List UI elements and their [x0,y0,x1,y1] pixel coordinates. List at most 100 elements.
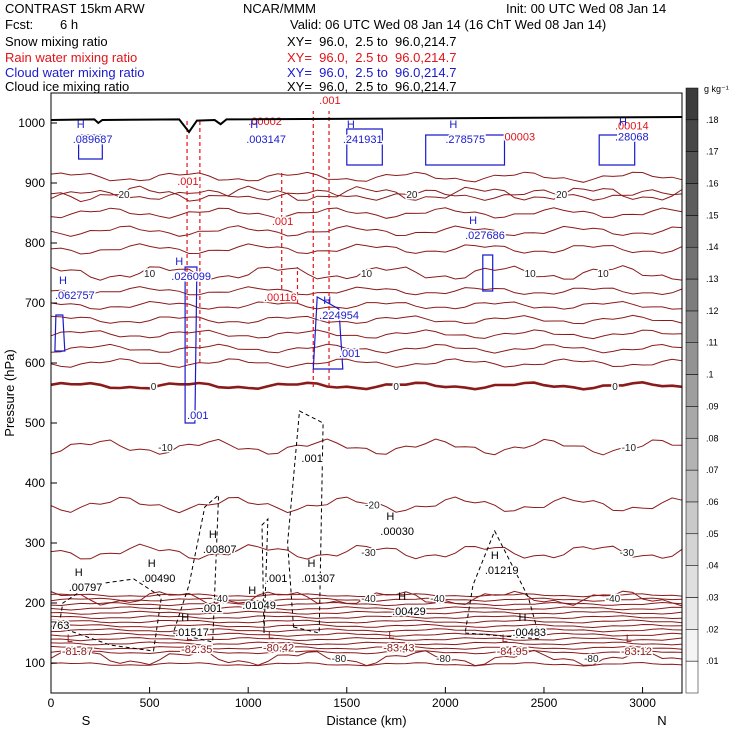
colorbar-tick-label-5: .06 [706,497,719,507]
field-xy-cloud-water: XY= 96.0, 2.5 to 96.0,214.7 [287,65,457,80]
colorbar-segment-9 [685,374,699,407]
colorbar-segment-2 [685,597,699,630]
colorbar-tick-label-1: .02 [706,624,719,634]
colorbar-segment-5 [685,501,699,534]
isotherm-strat-12 [50,597,683,602]
low-label-3: -83.43 [383,643,414,655]
cloud-max-marker-10: H [619,116,627,128]
ice-label-5: .00807 [203,544,237,556]
y-axis: 100 200 300 400 500 600 700 800 900 1000 Pressure … [2,116,57,670]
field-name-snow: Snow mixing ratio [5,34,108,49]
isotherm-label-0-1: 0 [393,382,399,393]
colorbar-segment-6 [685,469,699,503]
field-xy-rain: XY= 96.0, 2.5 to 96.0,214.7 [287,50,457,65]
ice-max-marker-10: H [491,550,499,562]
isotherm-0 [50,380,683,391]
isotherm-strat-3 [50,637,683,642]
ice-label-9: .00483 [512,627,546,639]
x-axis-title: Distance (km) [326,713,406,728]
cloud-ice-contour-layer [58,410,541,652]
y-tick-label-3: 400 [25,476,45,490]
colorbar-tick-label-11: .12 [706,306,719,316]
init-time: Init: 00 UTC Wed 08 Jan 14 [506,1,667,16]
isotherm-label-10-1: 10 [361,269,373,280]
isotherm-label--40-0: -40 [213,594,228,605]
ice-max-marker-5: H [209,529,217,541]
low-label-2: -80.42 [263,643,294,655]
low-marker-2: L [268,630,274,642]
cloud-max-marker-3: H [59,275,67,287]
ice-max-marker-3: H [75,567,83,579]
contour-label-layer: -80 -80 -80 -40 -40 -40 -40 -30 -30 -20 -10 -10 0 0 0 1… [50,93,654,666]
isotherm-label--80-1: -80 [436,654,451,665]
x-tick-label-1: 500 [140,696,160,710]
model-title: CONTRAST 15km ARW [5,1,145,16]
cloud-water-label-9: .278575 [445,134,485,146]
isotherm-label-10-3: 10 [598,269,610,280]
isotherm-strat-1 [50,645,683,650]
cloud-max-marker-9: H [449,119,457,131]
y-tick-label-9: 1000 [18,116,45,130]
y-axis-title: Pressure (hPa) [2,349,17,436]
terrain-line [50,116,683,134]
cloud-water-contour-7 [598,134,636,166]
rain-contour-layer [186,111,330,387]
colorbar-segment-16 [685,151,699,184]
y-tick-label-7: 800 [25,236,45,250]
x-end-label-south: S [82,713,91,728]
isotherm-mid-5 [50,286,683,296]
isotherm-strat-8 [50,615,683,620]
cloud-water-contour-layer [54,128,636,424]
y-tick-label-1: 200 [25,596,45,610]
cloud-water-contour-1 [312,296,344,370]
ice-label-12: .001 [301,453,322,465]
colorbar-tick-label-3: .04 [706,561,719,571]
isotherm-low-1 [50,225,683,237]
cloud-water-contour-0 [184,266,198,424]
isotherm-strat-9 [50,610,683,615]
ice-label-2: .01049 [242,600,276,612]
isotherm-low-2 [50,207,683,219]
isotherm--20 [50,496,683,514]
cloud-water-label-0: .001 [187,410,208,422]
cloud-water-label-4: .026099 [171,271,211,283]
cloud-max-marker-5: H [469,215,477,227]
isotherm-low-4 [50,171,683,183]
isotherm-label--30-0: -30 [361,548,376,559]
rain-label-6: .001 [319,95,340,107]
ice-label-11: .00030 [380,526,414,538]
ice-max-marker-0: H [181,612,189,624]
low-label-0: -81.87 [62,646,93,658]
isotherm-strat-7 [50,619,683,624]
colorbar-tick-label-12: .13 [706,274,719,284]
isotherm-strat-4 [50,632,683,637]
colorbar-tick-label-7: .08 [706,433,719,443]
ice-max-marker-2: H [248,585,256,597]
low-label-5: -83.12 [621,646,652,658]
colorbar-segment-10 [685,342,699,375]
isotherm-label-20-2: 20 [556,190,568,201]
ice-contour-1 [172,493,220,643]
terrain-layer [50,116,683,134]
isotherm-label--20-0: -20 [365,501,380,512]
x-tick-label-2: 1000 [235,696,262,710]
isotherm--30 [50,543,683,560]
plot-frame [50,92,683,694]
colorbar-tick-label-14: .15 [706,210,719,220]
ice-label-8: .00429 [392,606,426,618]
isotherm--40 [50,590,683,607]
y-tick-label-2: 300 [25,536,45,550]
ice-contour-4 [464,529,541,640]
ice-label-4: .00490 [142,573,176,585]
colorbar-tick-label-8: .09 [706,401,719,411]
field-name-cloud-ice: Cloud ice mixing ratio [5,79,130,94]
isotherm-10 [50,265,683,281]
chart-header: CONTRAST 15km ARW NCAR/MMM Init: 00 UTC … [0,0,740,96]
org-label: NCAR/MMM [243,1,316,16]
cloud-water-label-8: .241931 [343,134,383,146]
cloud-water-label-5: .027686 [465,230,505,242]
y-tick-label-0: 100 [25,656,45,670]
colorbar-tick-label-10: .11 [706,338,718,348]
isotherm-low-3 [50,189,683,201]
colorbar-segment-0 [685,660,699,694]
